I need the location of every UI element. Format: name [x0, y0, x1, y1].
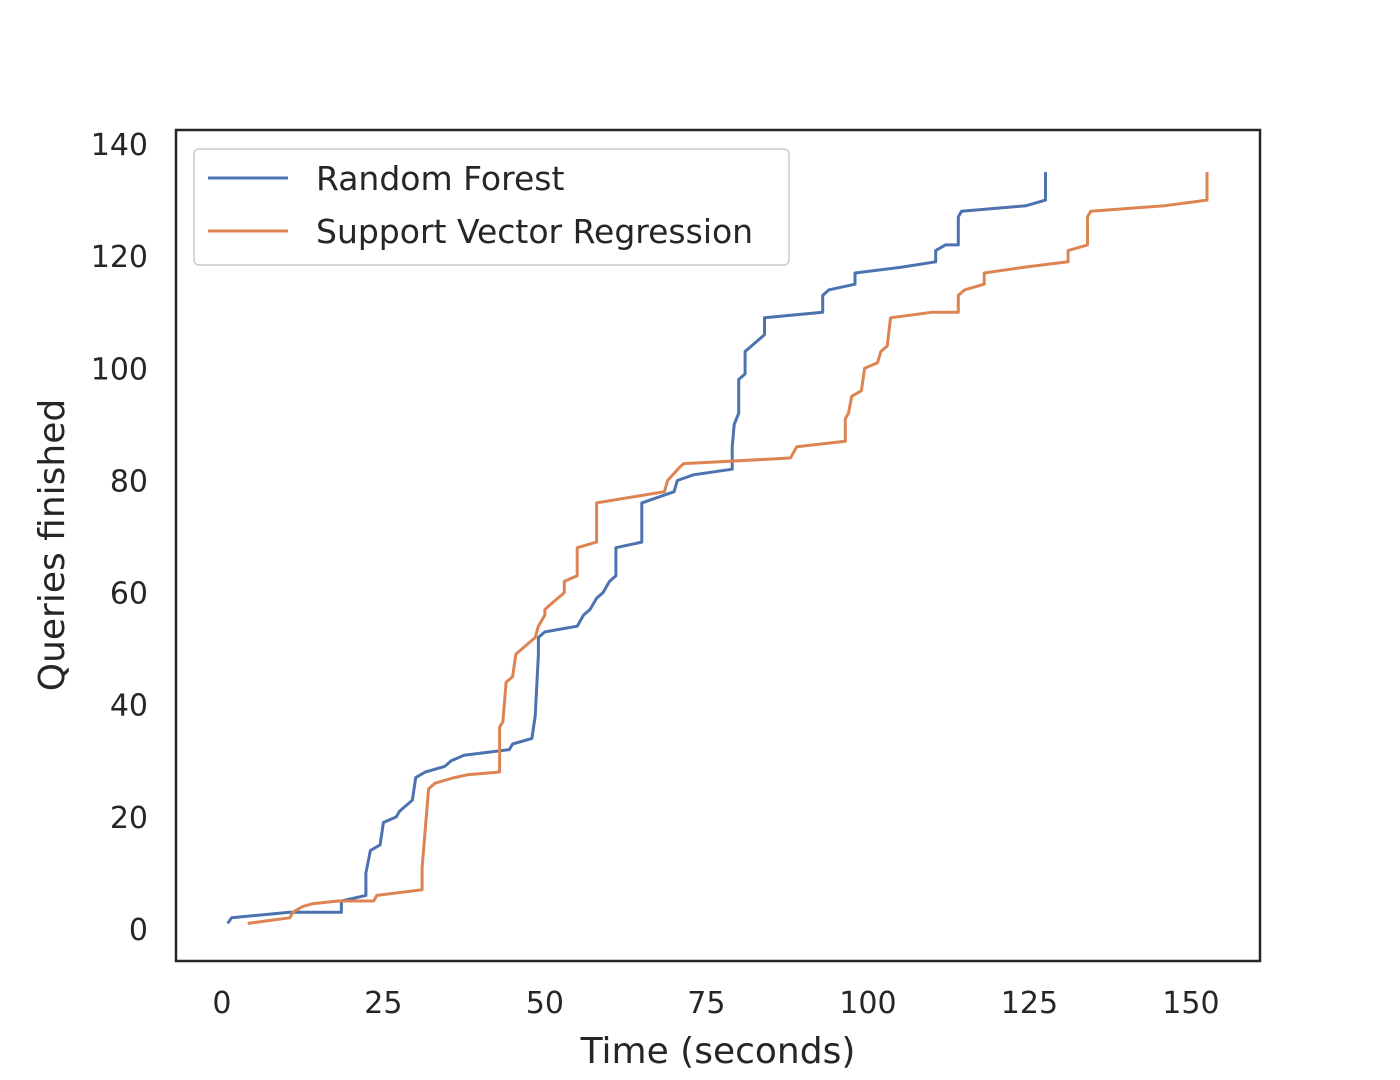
x-tick-label: 50 — [526, 986, 564, 1021]
y-axis-label: Queries finished — [32, 399, 73, 692]
plot-area — [226, 172, 1209, 925]
axes-frame — [174, 128, 1262, 963]
y-tick-label: 120 — [91, 240, 148, 275]
y-tick-label: 60 — [110, 577, 148, 612]
y-tick-labels: 0 20 40 60 80 100 120 140 — [91, 128, 148, 948]
y-tick-label: 20 — [110, 801, 148, 836]
legend-label-support-vector-regression: Support Vector Regression — [316, 212, 753, 251]
x-tick-label: 100 — [839, 986, 896, 1021]
x-tick-labels: 0 25 50 75 100 125 150 — [212, 986, 1219, 1021]
series-line-support-vector-regression — [247, 172, 1209, 925]
x-tick-label: 125 — [1001, 986, 1058, 1021]
x-tick-label: 25 — [364, 986, 402, 1021]
x-tick-label: 0 — [212, 986, 231, 1021]
x-tick-label: 150 — [1162, 986, 1219, 1021]
legend-box — [193, 148, 790, 266]
y-tick-label: 40 — [110, 689, 148, 724]
x-tick-label: 75 — [687, 986, 725, 1021]
series-line-random-forest — [226, 172, 1047, 925]
y-tick-label: 140 — [91, 128, 148, 163]
y-tick-label: 100 — [91, 352, 148, 387]
legend: Random Forest Support Vector Regression — [193, 148, 790, 266]
y-tick-label: 0 — [129, 913, 148, 948]
legend-label-random-forest: Random Forest — [316, 159, 564, 198]
y-tick-label: 80 — [110, 465, 148, 500]
x-axis-label: Time (seconds) — [580, 1031, 856, 1072]
